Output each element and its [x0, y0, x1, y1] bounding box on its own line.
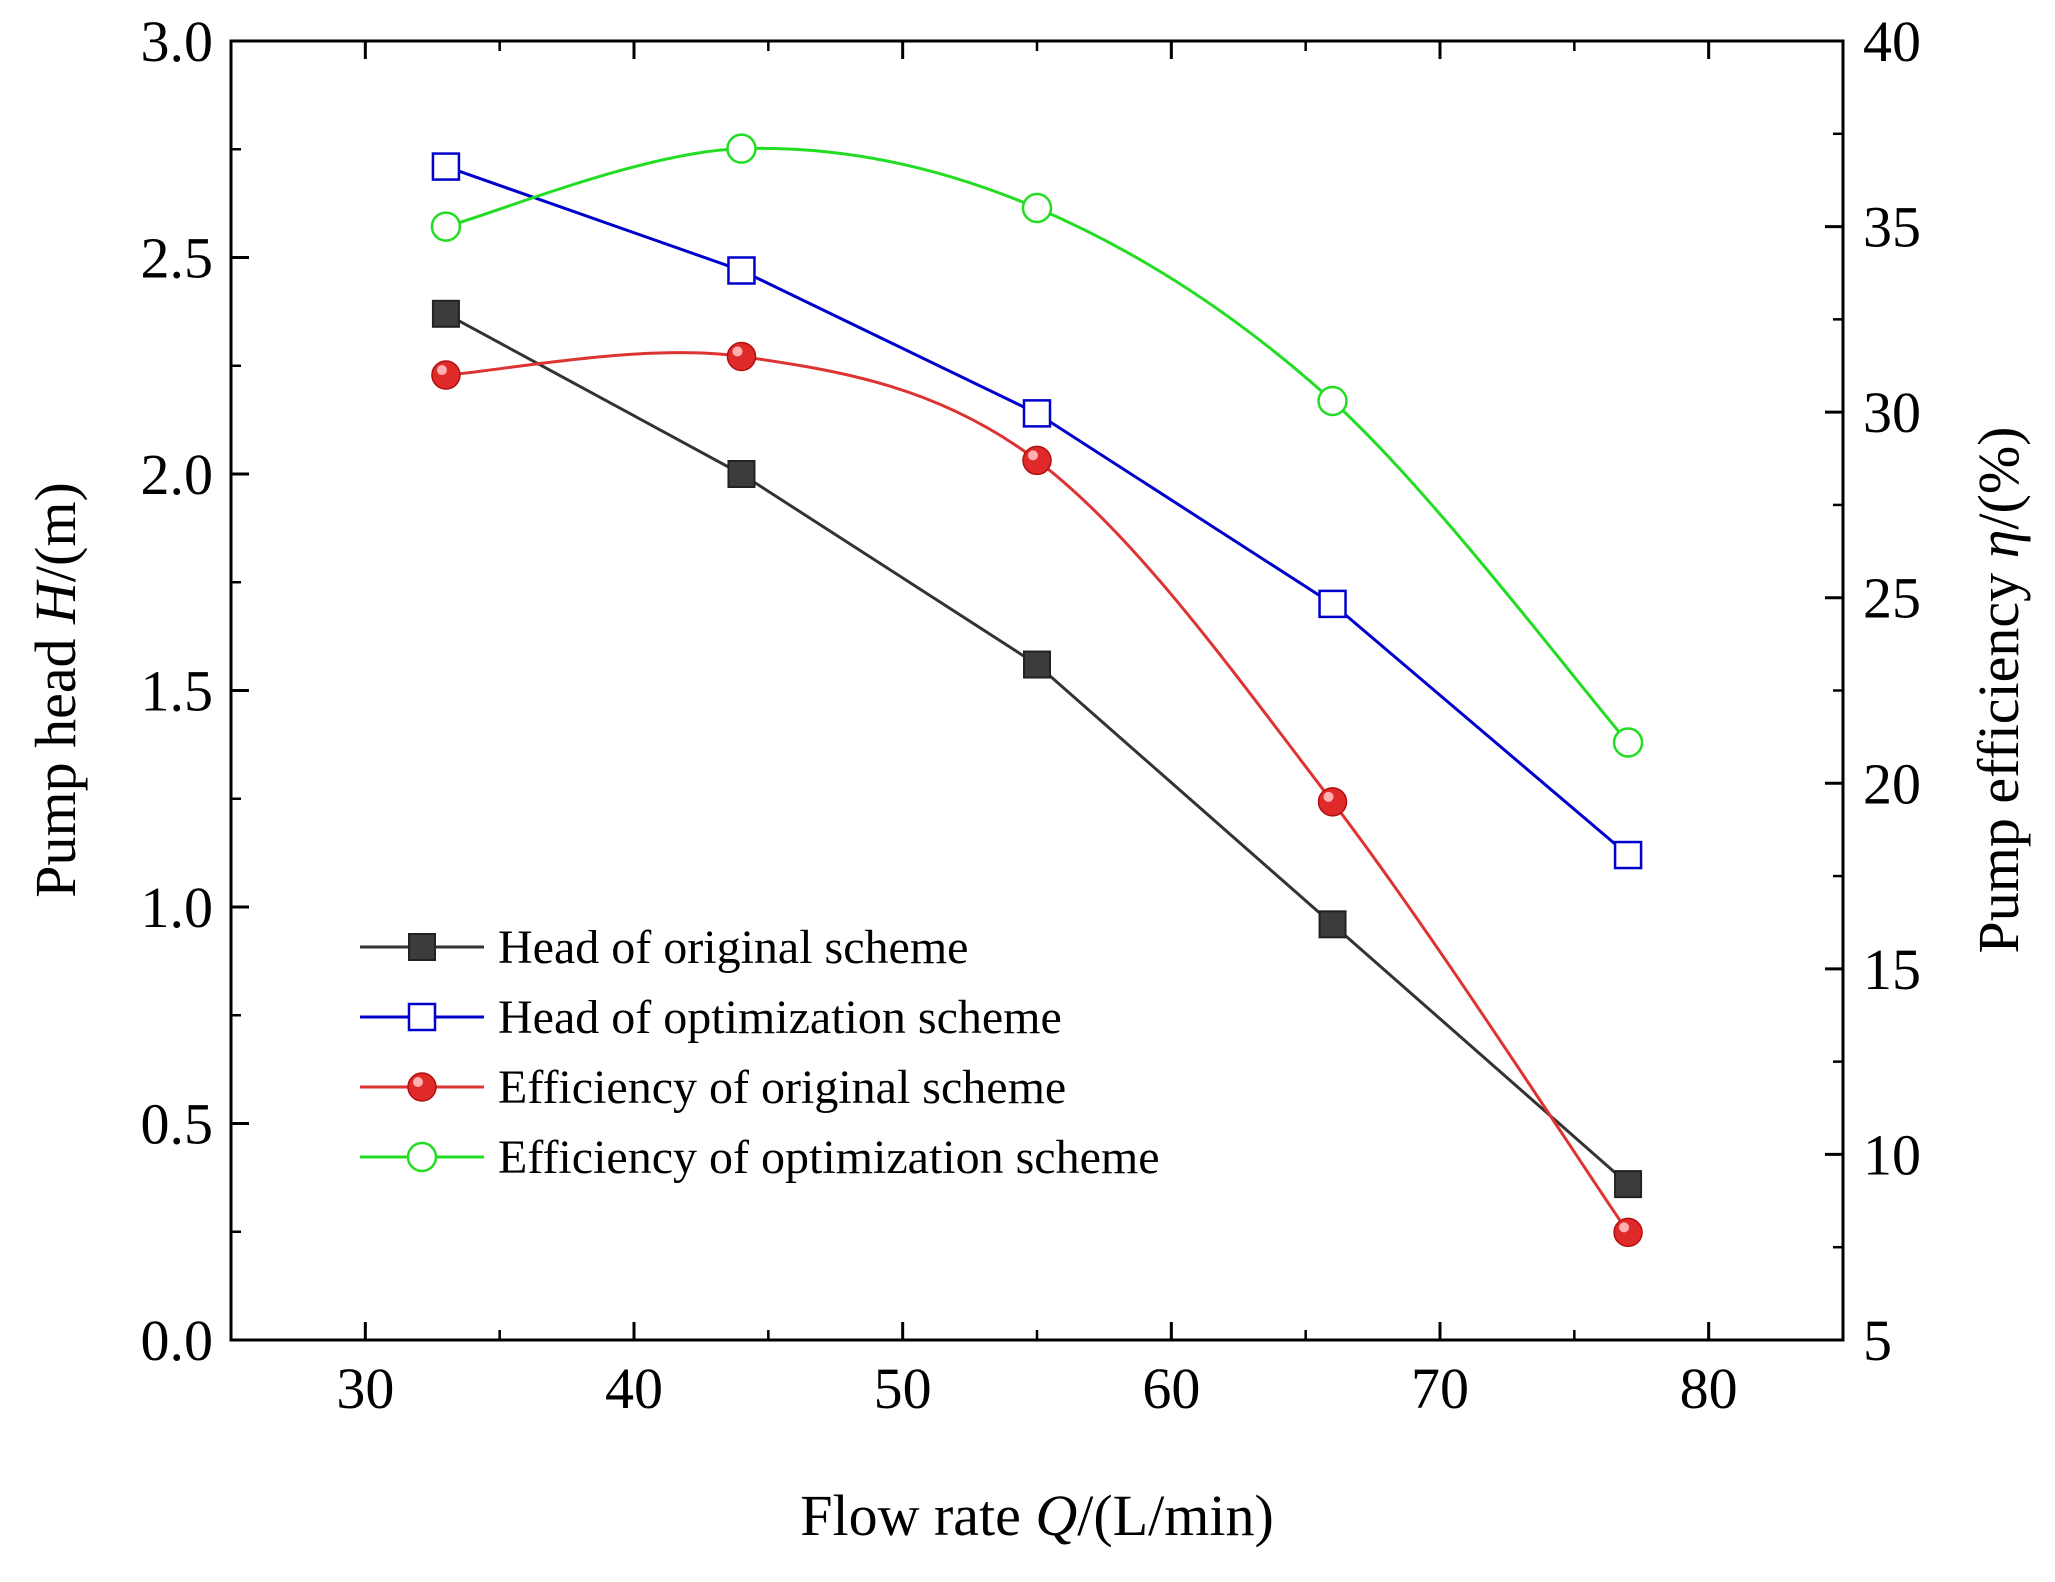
y-right-tick-label: 10 [1863, 1122, 1921, 1187]
data-point-head-of-original-scheme [1318, 910, 1347, 939]
y-right-tick-label: 35 [1863, 195, 1921, 260]
series-line-efficiency-of-optimization-scheme [445, 146, 1630, 744]
data-point-head-of-optimization-scheme [727, 256, 756, 285]
y-right-tick-label: 40 [1863, 9, 1921, 74]
legend: Head of original scheme Head of optimizat… [360, 921, 1160, 1184]
x-tick-label: 50 [874, 1356, 932, 1421]
data-point-head-of-optimization-scheme [1022, 399, 1052, 428]
legend-marker-efficiency-of-original-scheme [407, 1072, 437, 1102]
data-point-efficiency-of-original-scheme-highlight [1619, 1222, 1630, 1233]
legend-label: Efficiency of original scheme [498, 1061, 1066, 1114]
y-left-tick-label: 2.5 [141, 226, 214, 291]
data-point-efficiency-of-original-scheme [1022, 445, 1052, 476]
y-left-tick-label: 0.5 [141, 1092, 214, 1157]
x-tick-label: 60 [1142, 1356, 1200, 1421]
legend-label: Head of original scheme [498, 921, 968, 974]
data-point-head-of-optimization-scheme [1613, 840, 1643, 870]
y-right-tick-label: 30 [1863, 380, 1921, 445]
data-point-head-of-optimization-scheme [431, 152, 461, 181]
axis-ticks [229, 39, 1845, 1342]
data-point-efficiency-of-optimization-scheme [1317, 385, 1348, 417]
y-left-tick-label: 1.0 [141, 875, 214, 940]
data-point-head-of-original-scheme [727, 460, 756, 488]
series-line-head-of-original-scheme [445, 312, 1630, 1186]
data-point-efficiency-of-original-scheme [431, 360, 461, 390]
y-left-tick-label: 0.0 [141, 1308, 214, 1373]
data-point-efficiency-of-original-scheme-highlight [732, 346, 743, 357]
axis-tick-labels: 30 40 50 60 70 80 0.0 0.5 1.0 1.5 2.0 2.5 3.0 5 10 15 20… [141, 9, 1922, 1421]
x-tick-label: 40 [605, 1356, 663, 1421]
data-point-efficiency-of-original-scheme [726, 341, 757, 372]
data-point-head-of-optimization-scheme [1318, 589, 1347, 619]
legend-label: Head of optimization scheme [498, 991, 1062, 1044]
y-right-tick-label: 5 [1863, 1308, 1892, 1373]
legend-label: Efficiency of optimization scheme [498, 1131, 1160, 1184]
y-left-tick-label: 1.5 [141, 659, 214, 724]
data-point-efficiency-of-original-scheme-highlight [1028, 450, 1038, 461]
x-tick-label: 80 [1680, 1356, 1738, 1421]
data-point-efficiency-of-optimization-scheme [726, 133, 757, 164]
y-left-tick-label: 3.0 [141, 9, 214, 74]
legend-marker-head-of-optimization-scheme [407, 1002, 437, 1032]
data-point-efficiency-of-original-scheme-highlight [436, 365, 447, 376]
x-axis-title: Flow rate Q/(L/min) [800, 1483, 1274, 1548]
series-line-efficiency-of-original-scheme [445, 351, 1630, 1234]
y-right-tick-label: 15 [1863, 937, 1921, 1002]
data-point-efficiency-of-optimization-scheme [430, 211, 462, 242]
data-point-efficiency-of-optimization-scheme [1612, 727, 1644, 758]
y-right-axis-title: Pump efficiency η/(%) [1966, 427, 2031, 954]
data-point-efficiency-of-original-scheme [1317, 787, 1348, 817]
data-point-efficiency-of-optimization-scheme [1021, 192, 1053, 224]
x-tick-label: 30 [336, 1356, 394, 1421]
data-point-efficiency-of-original-scheme [1613, 1217, 1643, 1248]
y-right-tick-label: 25 [1863, 566, 1921, 631]
legend-marker-efficiency-of-original-scheme-highlight [413, 1077, 423, 1087]
legend-marker-head-of-original-scheme [408, 933, 436, 961]
series-markers [430, 133, 1644, 1248]
y-left-axis-title: Pump head H/(m) [23, 482, 88, 898]
data-point-head-of-original-scheme [1023, 650, 1051, 679]
y-right-tick-label: 20 [1863, 751, 1921, 816]
y-left-tick-label: 2.0 [141, 442, 214, 507]
data-point-head-of-original-scheme [1614, 1170, 1643, 1199]
data-point-efficiency-of-original-scheme-highlight [1323, 791, 1334, 802]
legend-marker-efficiency-of-optimization-scheme [406, 1141, 438, 1173]
x-tick-label: 70 [1411, 1356, 1469, 1421]
data-point-head-of-original-scheme [431, 299, 460, 328]
series-line-head-of-optimization-scheme [445, 165, 1630, 857]
